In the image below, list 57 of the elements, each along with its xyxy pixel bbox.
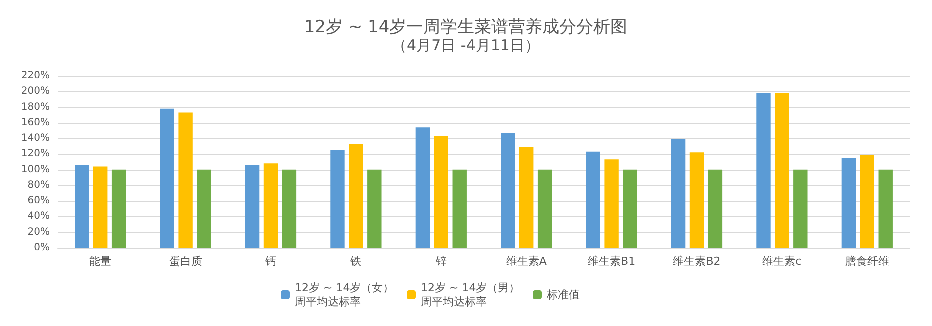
bar — [330, 150, 345, 248]
bar — [368, 170, 382, 248]
bar — [538, 170, 552, 248]
bar — [160, 108, 174, 248]
bar — [94, 166, 108, 248]
bar — [452, 170, 467, 248]
y-tick-label: 140% — [21, 133, 50, 144]
bar — [604, 160, 619, 248]
y-tick-label: 0% — [34, 242, 50, 254]
bar — [690, 152, 704, 248]
y-tick-label: 80% — [28, 180, 50, 191]
bar — [75, 165, 90, 248]
bar — [434, 136, 448, 248]
x-tick-label: 能量 — [90, 255, 112, 268]
x-tick-label: 铁 — [350, 255, 362, 268]
x-tick-label: 钙 — [264, 255, 276, 268]
bar — [349, 144, 364, 248]
legend-label: 12岁 ~ 14岁（男）周平均达标率 — [421, 282, 520, 308]
y-tick-label: 100% — [21, 164, 50, 176]
x-tick-label: 锌 — [434, 255, 447, 268]
x-tick-label: 维生素c — [762, 255, 802, 268]
bar — [623, 170, 638, 248]
y-tick-label: 120% — [21, 148, 50, 160]
y-tick-label: 40% — [28, 211, 50, 222]
x-tick-label: 维生素A — [506, 255, 548, 268]
x-tick-label: 膳食纤维 — [845, 255, 890, 268]
x-tick-label: 维生素B1 — [588, 255, 636, 268]
bar — [520, 147, 534, 248]
bar — [282, 170, 297, 248]
legend-label: 标准值 — [546, 288, 580, 302]
y-tick-label: 160% — [21, 117, 50, 128]
bar — [756, 93, 771, 248]
bar — [878, 170, 893, 248]
bar — [775, 93, 790, 248]
chart-subtitle: （4月7日 -4月11日） — [392, 36, 540, 54]
bar — [671, 139, 686, 248]
legend-label: 12岁 ~ 14岁（女）周平均达标率 — [295, 282, 394, 308]
y-tick-label: 220% — [21, 70, 50, 82]
bar — [708, 170, 723, 248]
bar — [245, 165, 260, 248]
bar — [794, 170, 808, 248]
bar — [501, 133, 516, 248]
x-tick-label: 维生素B2 — [673, 255, 721, 268]
bar — [860, 154, 874, 248]
x-tick-label: 蛋白质 — [169, 255, 202, 268]
y-tick-label: 200% — [21, 86, 50, 98]
bar — [178, 112, 193, 248]
y-tick-label: 20% — [28, 226, 50, 238]
chart-title: 12岁 ~ 14岁一周学生菜谱营养成分分析图 — [304, 18, 628, 38]
bar — [416, 128, 430, 248]
bar — [197, 170, 212, 248]
bar — [112, 170, 126, 248]
bar — [264, 164, 278, 248]
bar — [842, 158, 856, 248]
y-tick-label: 60% — [28, 196, 50, 207]
bar — [586, 152, 600, 248]
y-tick-label: 180% — [21, 102, 50, 113]
